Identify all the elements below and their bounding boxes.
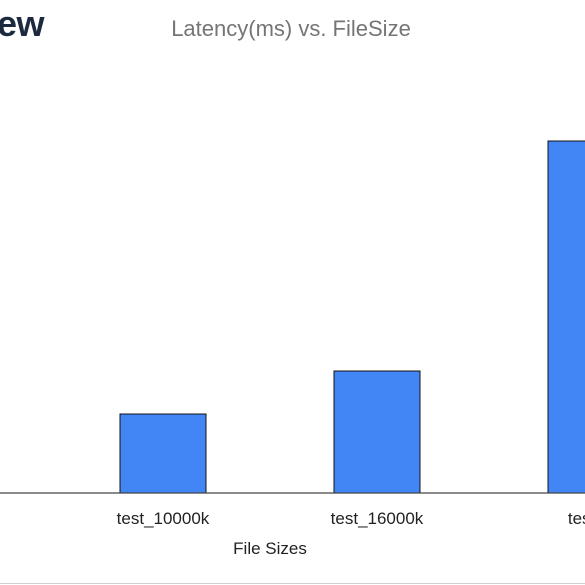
x-axis-label: File Sizes bbox=[233, 539, 307, 558]
x-tick-label-test_16000k: test_16000k bbox=[331, 509, 424, 528]
x-tick-label-test_10000k: test_10000k bbox=[117, 509, 210, 528]
chart-title: Latency(ms) vs. FileSize bbox=[171, 16, 411, 41]
x-tick-label-test_5: test_5 bbox=[568, 509, 585, 528]
bar-test_16000k[interactable] bbox=[333, 370, 421, 494]
bar-test_5[interactable] bbox=[547, 140, 585, 494]
brand-logo: ew bbox=[0, 3, 45, 44]
bar-test_10000k[interactable] bbox=[119, 413, 207, 494]
x-tick-labels: test_10000k test_16000k test_5 bbox=[117, 509, 585, 528]
bars-layer bbox=[119, 140, 585, 494]
